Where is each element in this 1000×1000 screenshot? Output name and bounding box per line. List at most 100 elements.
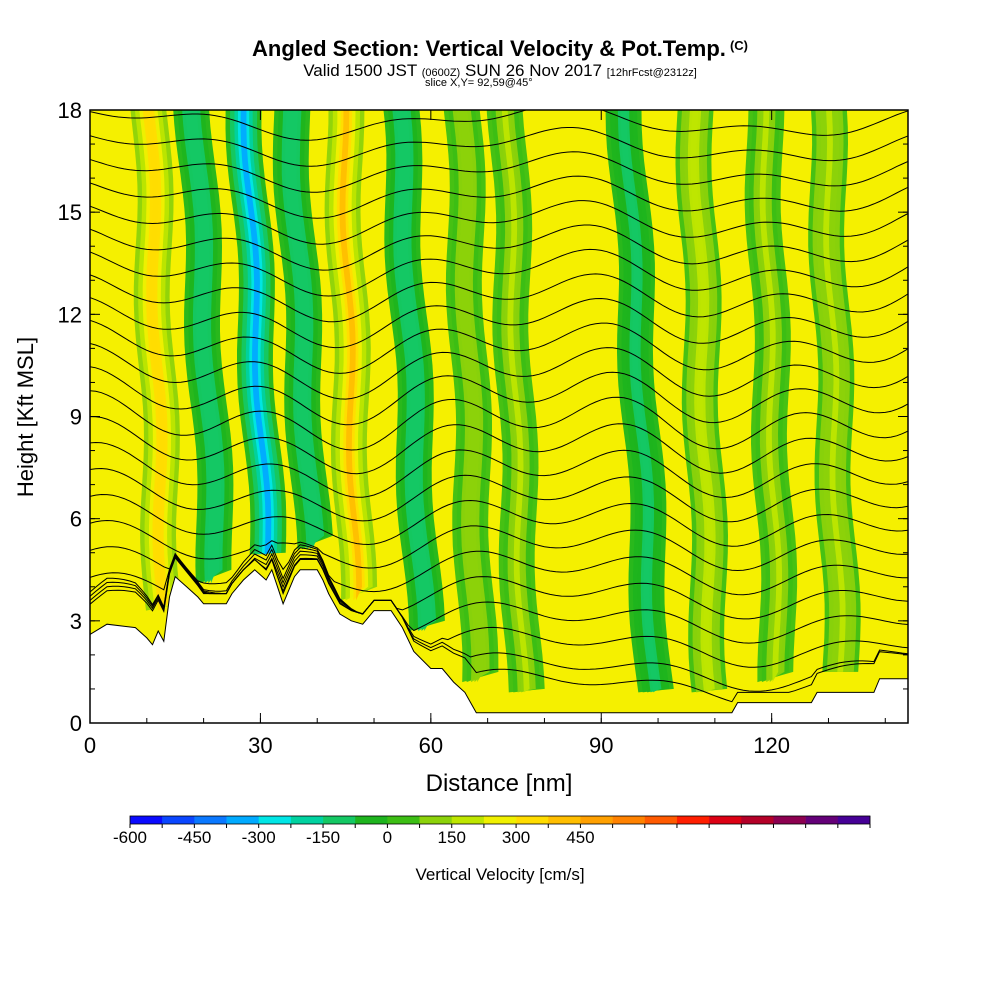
colorbar-swatch <box>580 816 613 824</box>
isentrope-line <box>90 467 908 523</box>
isentrope-line <box>90 544 908 596</box>
velocity-band-downdraft <box>173 110 234 584</box>
isentrope-line <box>90 550 908 644</box>
plot-area <box>90 110 908 723</box>
velocity-contour <box>823 110 846 672</box>
forecast-label: [12hrFcst@2312z] <box>606 67 697 79</box>
x-tick-label: 60 <box>419 733 443 758</box>
colorbar-label: Vertical Velocity [cm/s] <box>415 865 584 884</box>
colorbar-swatch <box>194 816 227 824</box>
colorbar-tick-label: 300 <box>502 828 530 847</box>
y-tick-label: 6 <box>70 507 82 532</box>
colorbar-tick-label: 450 <box>566 828 594 847</box>
velocity-contour <box>287 110 318 550</box>
colorbar: -600 -450 -300 -150 0 150 300 450 <box>113 815 871 847</box>
velocity-contour <box>145 110 166 611</box>
x-tick-label: 90 <box>589 733 613 758</box>
isentrope-line <box>90 200 908 245</box>
colorbar-swatch <box>837 816 871 824</box>
isentrope-line <box>90 248 908 297</box>
velocity-bands <box>130 110 861 693</box>
velocity-band-downdraft <box>272 110 333 550</box>
velocity-band-updraft <box>675 110 728 693</box>
velocity-contour <box>690 110 713 693</box>
isentrope-line <box>90 175 908 219</box>
colorbar-tick-label: -300 <box>242 828 276 847</box>
x-tick-label: 30 <box>248 733 272 758</box>
colorbar-swatch <box>258 816 292 824</box>
slice-label: slice X,Y= 92,59@45° <box>425 77 533 89</box>
valid-date: SUN 26 Nov 2017 <box>464 61 602 80</box>
x-axis-label: Distance [nm] <box>426 770 573 797</box>
velocity-contour <box>339 110 362 601</box>
isentrope-line <box>90 390 908 451</box>
colorbar-swatch <box>548 816 581 824</box>
isentrope-line <box>90 319 908 374</box>
colorbar-swatch <box>130 816 163 824</box>
chart-title: Angled Section: Vertical Velocity & Pot.… <box>0 36 1000 62</box>
velocity-band-updraft <box>808 110 861 672</box>
velocity-contour <box>188 110 219 584</box>
velocity-band-downdraft <box>605 110 674 693</box>
terrain-mask <box>90 568 908 723</box>
isentrope-line <box>90 441 908 499</box>
colorbar-tick-label: 0 <box>383 828 392 847</box>
colorbar-swatch <box>451 816 485 824</box>
title-copyright: (C) <box>729 38 748 53</box>
isentrope-line <box>90 224 908 271</box>
title-main: Angled Section: Vertical Velocity & Pot.… <box>252 36 726 61</box>
isentrope-line <box>90 493 908 547</box>
colorbar-swatch <box>226 816 259 824</box>
isentrope-line <box>90 297 908 349</box>
y-tick-label: 12 <box>58 302 82 327</box>
axes: 0 30 60 90 120 0 3 6 9 12 15 18 <box>58 98 908 758</box>
y-axis-label: Height [Kft MSL] <box>13 337 38 497</box>
colorbar-swatch <box>323 816 356 824</box>
valid-utc: (0600Z) <box>421 67 461 79</box>
velocity-contour <box>458 110 484 683</box>
isentrope-line <box>90 127 908 167</box>
velocity-band-updraft <box>443 110 499 683</box>
colorbar-swatch <box>162 816 195 824</box>
y-tick-label: 15 <box>58 200 82 225</box>
colorbar-swatch <box>805 816 839 824</box>
colorbar-swatch <box>290 816 324 824</box>
colorbar-swatch <box>516 816 549 824</box>
colorbar-swatch <box>483 816 517 824</box>
colorbar-swatch <box>773 816 806 824</box>
y-tick-label: 3 <box>70 609 82 634</box>
colorbar-swatch <box>676 816 710 824</box>
x-tick-label: 0 <box>84 733 96 758</box>
colorbar-swatch <box>387 816 420 824</box>
velocity-band-updraft <box>324 110 378 601</box>
colorbar-tick-label: -150 <box>306 828 340 847</box>
colorbar-tick-label: -450 <box>177 828 211 847</box>
velocity-contour <box>398 110 430 631</box>
isentrope-line <box>90 151 908 193</box>
y-tick-label: 9 <box>70 405 82 430</box>
colorbar-tick-label: 150 <box>438 828 466 847</box>
colorbar-swatch <box>741 816 774 824</box>
velocity-contour <box>759 110 782 683</box>
isentrope-line <box>90 519 908 572</box>
isentrope-line <box>90 547 908 620</box>
colorbar-swatch <box>612 816 646 824</box>
valid-prefix: Valid 1500 JST <box>303 61 417 80</box>
velocity-contour <box>240 110 272 555</box>
velocity-band-updraft <box>130 110 182 611</box>
isentrope-line <box>90 366 908 426</box>
velocity-band-downdraft <box>225 110 287 555</box>
y-tick-label: 0 <box>70 711 82 736</box>
velocity-contour <box>620 110 659 693</box>
y-tick-label: 18 <box>58 98 82 123</box>
isentrope-line <box>90 273 908 323</box>
colorbar-border <box>129 815 871 825</box>
colorbar-swatch <box>644 816 678 824</box>
colorbar-swatch <box>419 816 453 824</box>
isentropes <box>90 110 908 703</box>
isentrope-line <box>90 416 908 475</box>
colorbar-swatch <box>709 816 742 824</box>
colorbar-tick-label: -600 <box>113 828 147 847</box>
velocity-band-updraft <box>744 110 798 683</box>
